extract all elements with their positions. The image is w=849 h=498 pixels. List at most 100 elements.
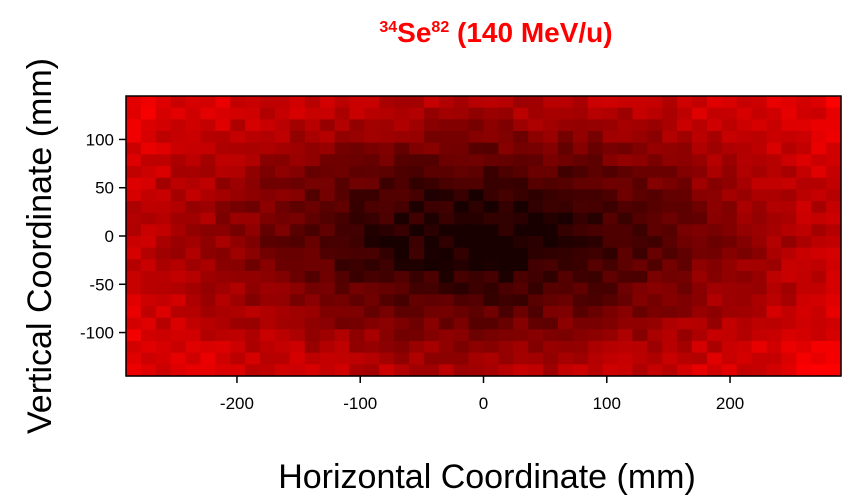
heatmap-cell [379,212,395,225]
heatmap-cell [349,352,365,365]
heatmap-cell [602,189,619,202]
heatmap-cell [468,201,485,214]
heatmap-cell [751,201,768,214]
heatmap-cell [662,177,678,190]
heatmap-cell [200,119,216,132]
heatmap-cell [245,142,261,155]
heatmap-cell [766,131,783,144]
heatmap-cell [260,131,276,144]
heatmap-cell [721,247,738,260]
heatmap-cell [706,271,723,284]
heatmap-cell [632,107,648,120]
heatmap-cell [453,189,470,202]
heatmap-cell [572,294,589,307]
heatmap-cell [796,329,812,342]
heatmap-cell [528,166,544,179]
heatmap-cell [334,259,351,272]
heatmap-cell [662,131,678,144]
heatmap-cell [677,294,693,307]
heatmap-cell [409,352,425,365]
heatmap-cell [319,166,336,179]
heatmap-cell [796,201,812,214]
heatmap-cell [409,201,425,214]
heatmap-cell [319,364,336,377]
heatmap-cell [260,282,276,295]
heatmap-cell [334,224,351,237]
heatmap-cell [364,107,380,120]
heatmap-cell [230,166,246,179]
heatmap-cell [230,142,246,155]
heatmap-cell [126,317,142,330]
heatmap-cell [587,119,604,132]
heatmap-cell [736,352,753,365]
heatmap-cell [438,352,455,365]
heatmap-cell [751,306,768,319]
heatmap-cell [304,154,321,167]
heatmap-cell [245,341,261,354]
heatmap-cell [498,236,514,249]
heatmap-cell [409,96,425,109]
heatmap-cell [334,329,351,342]
heatmap-cell [587,317,604,330]
heatmap-cell [423,212,440,225]
heatmap-cell [483,154,499,167]
heatmap-cell [587,201,604,214]
heatmap-cell [185,224,202,237]
heatmap-cell [706,131,723,144]
heatmap-cell [170,317,187,330]
heatmap-cell [721,352,738,365]
heatmap-cell [602,224,619,237]
heatmap-cell [736,329,753,342]
heatmap-cell [692,154,708,167]
heatmap-cell [766,212,783,225]
heatmap-cell [304,341,321,354]
heatmap-cell [423,247,440,260]
heatmap-cell [736,247,753,260]
heatmap-cell [811,236,827,249]
heatmap-cell [349,341,365,354]
heatmap-cell [647,212,663,225]
heatmap-cell [364,224,380,237]
heatmap-cell [260,306,276,319]
heatmap-cell [528,119,544,132]
heatmap-cell [185,294,202,307]
heatmap-cell [513,189,529,202]
heatmap-cell [394,282,410,295]
heatmap-cell [662,341,678,354]
heatmap-cell [736,236,753,249]
heatmap-cell [617,294,634,307]
heatmap-cell [155,177,172,190]
heatmap-cell [587,131,604,144]
heatmap-cell [587,364,604,377]
heatmap-cell [260,317,276,330]
heatmap-cell [736,142,753,155]
heatmap-cell [468,154,485,167]
heatmap-cell [781,96,797,109]
heatmap-cell [647,236,663,249]
heatmap-cell [304,317,321,330]
heatmap-cell [364,189,380,202]
heatmap-cell [289,177,306,190]
heatmap-cell [677,96,693,109]
heatmap-cell [468,166,485,179]
heatmap-cell [721,189,738,202]
heatmap-cell [409,236,425,249]
heatmap-cell [662,317,678,330]
heatmap-cell [498,142,514,155]
heatmap-cell [453,201,470,214]
heatmap-cell [587,224,604,237]
heatmap-cell [706,177,723,190]
heatmap-cell [155,119,172,132]
heatmap-cell [617,352,634,365]
heatmap-cell [736,107,753,120]
heatmap-cell [483,96,499,109]
heatmap-cell [304,142,321,155]
heatmap-cell [587,271,604,284]
heatmap-cell [438,142,455,155]
heatmap-cell [423,119,440,132]
heatmap-cell [677,247,693,260]
heatmap-cell [274,189,291,202]
heatmap-cell [543,247,559,260]
heatmap-cell [453,271,470,284]
heatmap-cell [796,119,812,132]
